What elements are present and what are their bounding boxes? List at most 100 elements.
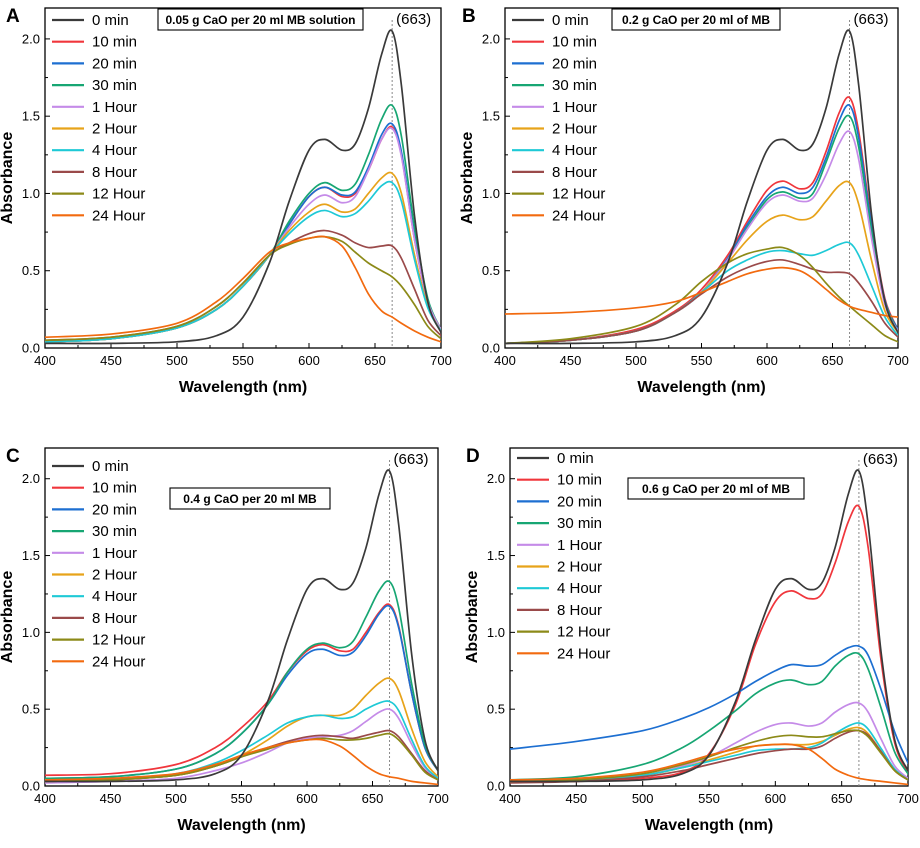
- x-tick-label: 500: [632, 791, 654, 806]
- peak-label: (663): [854, 11, 889, 28]
- y-tick-label: 1.5: [482, 109, 500, 124]
- panel-letter: C: [6, 446, 20, 467]
- series-line-0-min: [505, 29, 898, 345]
- series-line-8-hour: [510, 729, 908, 784]
- legend-label: 12 Hour: [552, 186, 605, 203]
- x-tick-label: 600: [296, 791, 318, 806]
- x-tick-label: 450: [560, 353, 582, 368]
- legend-label: 10 min: [92, 34, 137, 51]
- legend-label: 1 Hour: [552, 99, 597, 116]
- legend-label: 12 Hour: [92, 186, 145, 203]
- series-line-4-hour: [45, 180, 441, 343]
- legend-label: 10 min: [552, 34, 597, 51]
- series-line-1-hour: [45, 708, 438, 784]
- x-tick-label: 600: [298, 353, 320, 368]
- panel-d: D 400 450 500 550 600 650 700 0.0 0.5 1.0 1.5 2.0 Wav…: [464, 446, 919, 834]
- y-tick-label: 0.5: [482, 263, 500, 278]
- legend-label: 0 min: [557, 450, 594, 467]
- legend-label: 0 min: [92, 458, 129, 475]
- x-tick-label: 650: [822, 353, 844, 368]
- legend-label: 20 min: [557, 493, 602, 510]
- x-tick-label: 500: [166, 353, 188, 368]
- legend-label: 20 min: [552, 55, 597, 72]
- series-line-24-hour: [505, 266, 898, 318]
- legend-label: 20 min: [92, 55, 137, 72]
- y-tick-label: 2.0: [482, 31, 500, 46]
- x-tick-label: 550: [698, 791, 720, 806]
- x-tick-label: 450: [100, 791, 122, 806]
- series-line-8-hour: [505, 258, 898, 345]
- series-line-20-min: [510, 644, 908, 764]
- series-curves: [45, 29, 441, 345]
- legend-label: 30 min: [92, 523, 137, 540]
- legend-label: 2 Hour: [552, 121, 597, 138]
- legend-label: 4 Hour: [552, 142, 597, 159]
- y-tick-label: 1.0: [487, 625, 505, 640]
- series-line-10-min: [45, 603, 438, 777]
- title-box: [157, 8, 364, 31]
- legend-label: 30 min: [552, 77, 597, 94]
- y-tick-label: 1.5: [487, 548, 505, 563]
- series-curves: [505, 29, 898, 345]
- x-tick-label: 700: [887, 353, 909, 368]
- chart-title: 0.4 g CaO per 20 ml MB: [183, 492, 317, 506]
- peak-label: (663): [396, 11, 431, 28]
- panel-letter: D: [466, 446, 480, 467]
- legend-label: 4 Hour: [557, 580, 602, 597]
- legend-label: 24 Hour: [552, 207, 605, 224]
- y-tick-label: 2.0: [22, 471, 40, 486]
- legend: 0 min 10 min 20 min 30 min 1 Hour 2 Hour 4 Hou…: [52, 12, 145, 224]
- x-tick-label: 550: [691, 353, 713, 368]
- x-axis-title: Wavelength (nm): [637, 379, 765, 396]
- series-line-30-min: [45, 580, 438, 780]
- series-line-2-hour: [45, 677, 438, 783]
- legend-label: 24 Hour: [557, 645, 610, 662]
- legend-label: 0 min: [92, 12, 129, 29]
- series-line-0-min: [510, 469, 908, 783]
- panel-letter: B: [462, 6, 476, 27]
- chart-title: 0.6 g CaO per 20 ml of MB: [642, 482, 790, 496]
- title-box: [611, 8, 781, 31]
- peak-label: (663): [863, 451, 898, 468]
- title-box: [627, 477, 805, 500]
- legend-label: 10 min: [557, 472, 602, 489]
- y-axis-title: Absorbance: [0, 571, 16, 664]
- series-line-12-hour: [45, 235, 441, 342]
- series-line-12-hour: [45, 732, 438, 783]
- series-line-12-hour: [510, 729, 908, 783]
- y-tick-label: 0.0: [487, 779, 505, 794]
- x-tick-label: 700: [427, 791, 449, 806]
- x-tick-label: 550: [232, 353, 254, 368]
- panel-b: B 400 450 500 550 600 650 700 0.0 0.5 1.0 1.5 2.0 Wav…: [459, 6, 909, 396]
- x-axis-title: Wavelength (nm): [179, 379, 307, 396]
- legend-label: 10 min: [92, 480, 137, 497]
- y-tick-label: 1.5: [22, 109, 40, 124]
- series-line-12-hour: [505, 246, 898, 345]
- legend-label: 2 Hour: [92, 567, 137, 584]
- legend-label: 8 Hour: [92, 610, 137, 627]
- panel-a: A 400 450 500 550 600 650 700 0.0 0.5 1.0 1.5 2.0 Wav…: [0, 6, 452, 396]
- y-axis-title: Absorbance: [459, 132, 476, 225]
- y-tick-label: 0.5: [22, 702, 40, 717]
- x-axis-title: Wavelength (nm): [645, 817, 773, 834]
- legend-label: 12 Hour: [557, 624, 610, 641]
- legend-label: 8 Hour: [557, 602, 602, 619]
- y-tick-label: 0.0: [22, 341, 40, 356]
- x-tick-label: 450: [565, 791, 587, 806]
- legend: 0 min 10 min 20 min 30 min 1 Hour 2 Hour 4 Hou…: [517, 450, 610, 662]
- y-axis-title: Absorbance: [464, 571, 481, 664]
- chart-title: 0.2 g CaO per 20 ml of MB: [622, 13, 770, 27]
- y-tick-label: 0.0: [22, 779, 40, 794]
- x-tick-label: 450: [100, 353, 122, 368]
- x-tick-label: 700: [430, 353, 452, 368]
- series-line-10-min: [510, 504, 908, 783]
- x-tick-label: 400: [494, 353, 516, 368]
- y-tick-label: 1.0: [22, 186, 40, 201]
- y-tick-label: 1.0: [22, 625, 40, 640]
- legend-label: 30 min: [557, 515, 602, 532]
- x-tick-label: 650: [831, 791, 853, 806]
- series-line-0-min: [45, 469, 438, 783]
- legend-label: 0 min: [552, 12, 589, 29]
- legend-label: 20 min: [92, 501, 137, 518]
